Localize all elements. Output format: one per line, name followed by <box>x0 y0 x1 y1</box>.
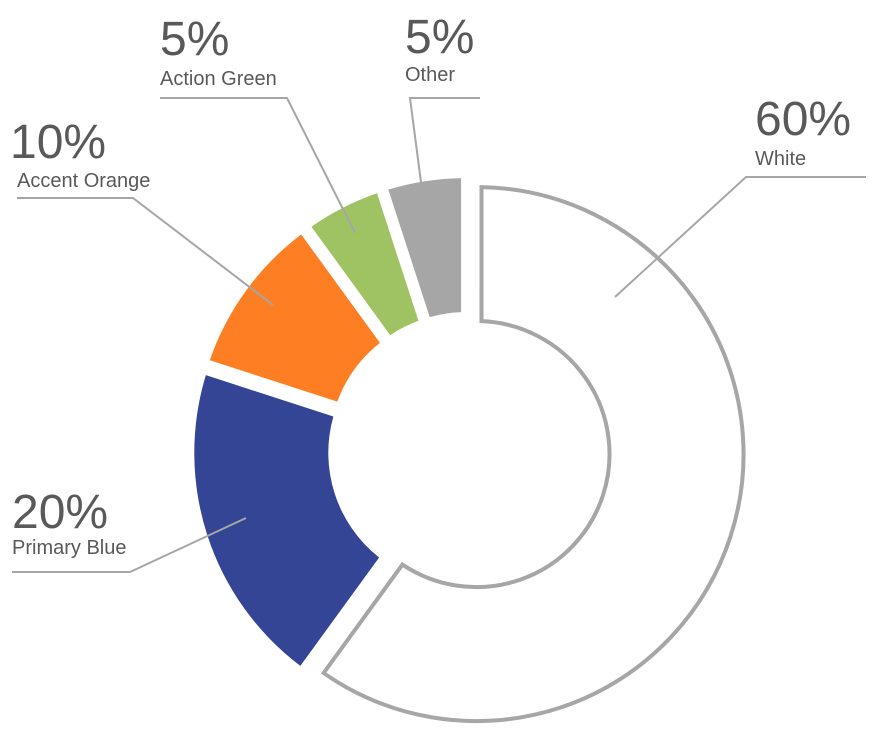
category-label-action-green: Action Green <box>160 68 277 90</box>
percent-label-other: 5% <box>405 11 474 64</box>
category-label-other: Other <box>405 64 455 86</box>
slice-action-green <box>311 193 419 336</box>
percent-label-action-green: 5% <box>160 13 229 66</box>
slice-labels: 60%White 20%Primary Blue 10%Accent Orange 5… <box>10 11 851 559</box>
leader-line-action-green <box>160 97 356 234</box>
leader-lines <box>12 97 866 573</box>
percent-label-white: 60% <box>755 93 851 146</box>
slice-primary-blue <box>194 375 380 666</box>
donut-slices <box>194 178 746 724</box>
percent-label-accent-orange: 10% <box>10 116 106 169</box>
category-label-primary-blue: Primary Blue <box>12 537 126 559</box>
slice-other <box>388 178 462 318</box>
slice-accent-orange <box>209 234 380 402</box>
category-label-accent-orange: Accent Orange <box>17 170 150 192</box>
leader-line-other <box>408 97 480 214</box>
slice-white <box>320 185 746 724</box>
leader-line-primary-blue <box>12 517 247 573</box>
category-label-white: White <box>755 148 806 170</box>
leader-line-white <box>614 176 866 298</box>
leader-line-accent-orange <box>17 197 274 306</box>
percent-label-primary-blue: 20% <box>12 486 108 539</box>
